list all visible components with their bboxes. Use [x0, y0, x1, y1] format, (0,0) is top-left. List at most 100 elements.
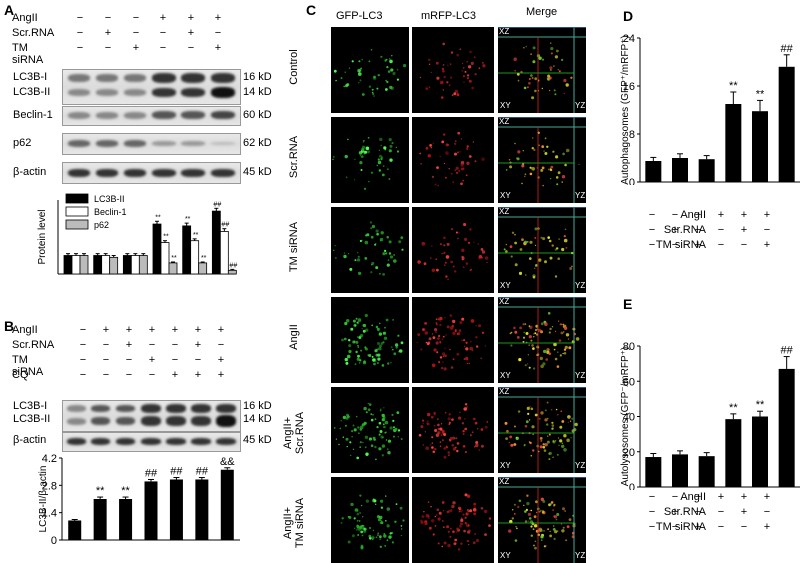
punctum [516, 527, 518, 530]
punctum [334, 245, 336, 247]
punctum [451, 444, 454, 447]
condition-label: TM siRNA [655, 239, 706, 251]
condition-sign: + [717, 491, 725, 503]
condition-sign: + [763, 491, 771, 503]
punctum [524, 510, 527, 513]
punctum [542, 443, 545, 446]
bar [227, 269, 237, 275]
punctum [466, 145, 469, 148]
punctum [457, 237, 459, 240]
punctum [537, 328, 542, 333]
punctum [420, 519, 423, 522]
punctum [450, 76, 453, 79]
punctum [424, 521, 428, 526]
punctum [508, 158, 511, 161]
punctum [391, 348, 394, 351]
punctum [358, 362, 361, 364]
punctum [351, 60, 354, 63]
punctum [348, 349, 352, 354]
punctum [378, 332, 383, 336]
punctum [441, 338, 444, 341]
punctum [566, 438, 570, 443]
punctum [563, 448, 567, 452]
tag-xz: XZ [499, 387, 510, 396]
condition-sign: − [214, 27, 222, 39]
punctum [455, 171, 459, 174]
condition-sign: + [740, 491, 748, 503]
punctum [550, 408, 553, 411]
blot-a-p62-label: p62 [13, 137, 32, 149]
punctum [433, 424, 436, 427]
condition-sign: − [648, 491, 656, 503]
punctum [359, 441, 362, 444]
punctum [397, 429, 401, 432]
micrograph-puncta [332, 136, 400, 190]
blot-b-actin [62, 432, 241, 452]
condition-sign: − [694, 209, 702, 221]
punctum [526, 406, 530, 410]
punctum [378, 74, 381, 76]
punctum [376, 534, 379, 537]
punctum [380, 519, 383, 522]
condition-sign: + [217, 369, 225, 381]
blot-a-beclin [62, 106, 241, 126]
punctum [439, 243, 443, 246]
bar [160, 242, 170, 275]
punctum [343, 337, 347, 341]
punctum [530, 534, 533, 537]
y-tick-label: 0 [629, 177, 635, 185]
punctum [396, 78, 399, 81]
punctum [341, 517, 344, 520]
punctum [372, 413, 374, 416]
punctum [389, 255, 394, 259]
punctum [381, 444, 386, 448]
punctum [548, 168, 550, 171]
punctum [476, 427, 479, 430]
punctum [547, 74, 551, 78]
punctum [465, 347, 469, 351]
punctum [360, 504, 363, 507]
punctum [421, 419, 425, 422]
condition-sign: + [125, 339, 133, 351]
punctum [466, 362, 469, 365]
condition-label: Scr.RNA [12, 339, 55, 351]
punctum [432, 533, 435, 536]
significance-mark: ** [155, 214, 161, 221]
bar [122, 255, 132, 275]
punctum [531, 344, 534, 347]
punctum [455, 531, 458, 533]
condition-sign: − [159, 27, 167, 39]
legend-label: p62 [94, 220, 109, 230]
punctum [556, 453, 559, 456]
punctum [444, 347, 446, 349]
micrograph-tile [412, 117, 494, 203]
punctum [481, 250, 486, 254]
significance-mark: ** [163, 234, 169, 241]
punctum [387, 439, 392, 443]
punctum [529, 172, 533, 176]
punctum [525, 332, 529, 335]
punctum [514, 330, 518, 334]
punctum [536, 354, 538, 356]
punctum [425, 146, 429, 150]
row-label: AngII [288, 324, 300, 350]
punctum [452, 501, 456, 505]
condition-label: TM siRNA [655, 521, 706, 533]
punctum [395, 146, 398, 149]
bar [63, 255, 73, 275]
y-tick-label: 2.8 [42, 480, 57, 492]
significance-mark: ## [145, 467, 158, 479]
punctum [375, 353, 379, 357]
condition-sign: + [125, 324, 133, 336]
punctum [554, 55, 558, 59]
punctum [578, 163, 580, 165]
punctum [360, 530, 364, 534]
punctum [450, 228, 454, 231]
punctum [349, 267, 353, 271]
punctum [570, 437, 572, 439]
punctum [473, 241, 475, 243]
punctum [514, 263, 518, 267]
punctum [452, 319, 456, 324]
punctum [352, 448, 355, 450]
punctum [517, 79, 520, 82]
